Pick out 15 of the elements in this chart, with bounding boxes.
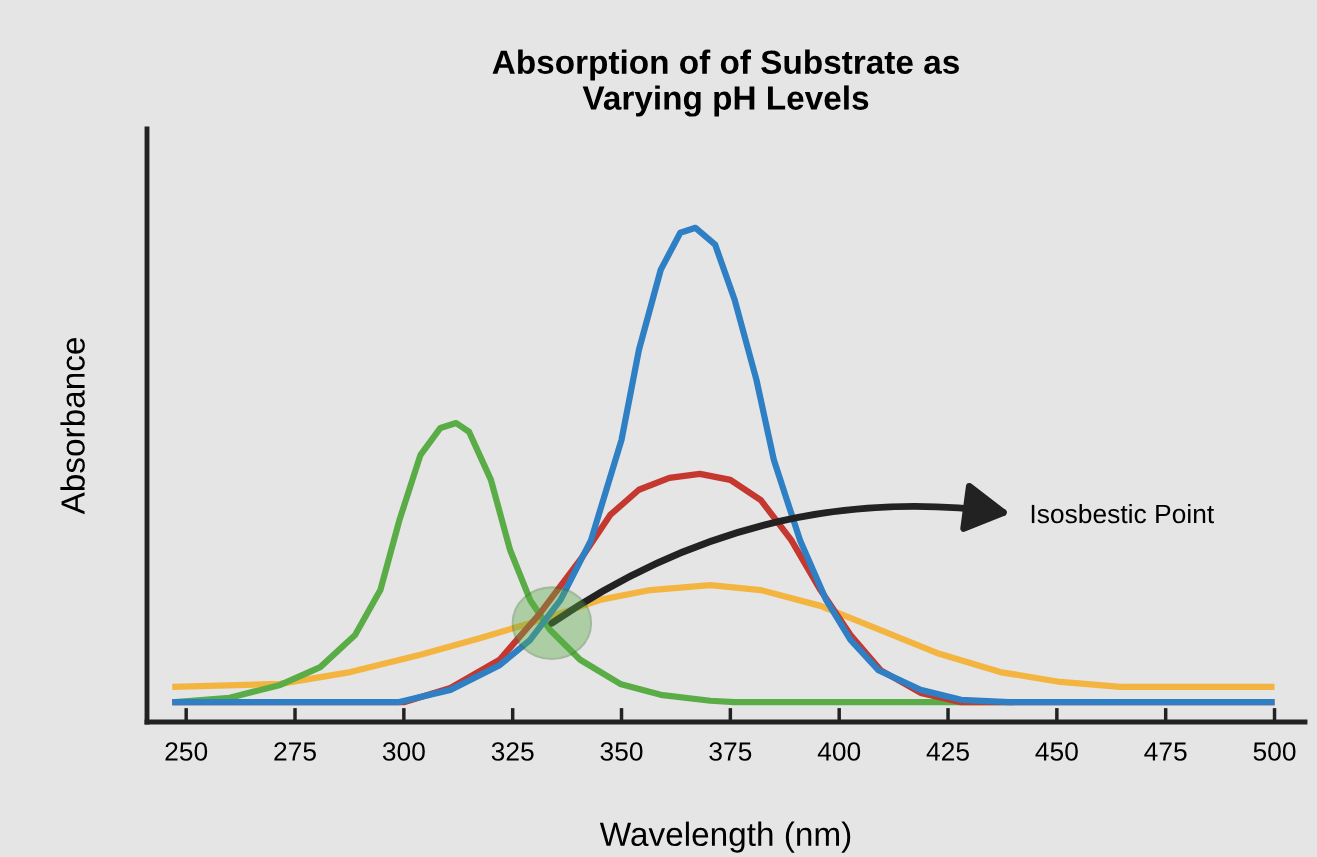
x-tick-label: 350 [600, 742, 643, 761]
x-tick-label: 400 [817, 742, 861, 761]
annotation: Isosbestic Point [1031, 503, 1215, 524]
x-axis-title: Wavelength (nm) [599, 821, 851, 853]
x-tick-label: 325 [491, 742, 534, 761]
x-tick-label: 275 [274, 742, 316, 761]
x-tick-label: 375 [709, 742, 752, 761]
x-tick-label: 300 [382, 742, 425, 761]
x-tick-label: 450 [1035, 742, 1078, 761]
y-axis-title: Absorbance [60, 338, 85, 515]
x-tick-label: 250 [165, 742, 208, 761]
chart-title: Absorption of of Substrate as Varying pH Levels [492, 49, 959, 117]
x-tick-label: 425 [926, 742, 969, 761]
x-tick-label: 500 [1253, 742, 1296, 761]
x-tick-label: 475 [1144, 742, 1187, 761]
